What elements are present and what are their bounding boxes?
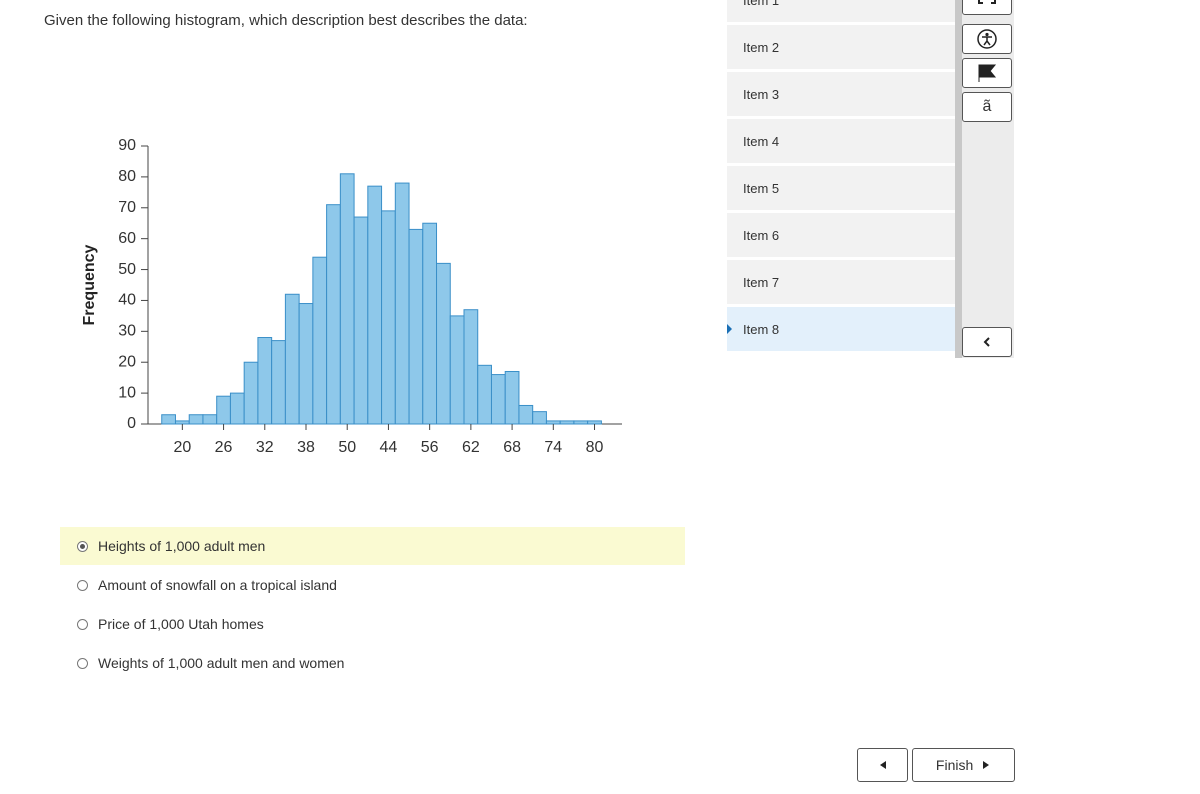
option-label: Price of 1,000 Utah homes — [98, 616, 264, 632]
previous-button[interactable] — [857, 748, 908, 782]
bar — [504, 370, 520, 425]
histogram: Frequency 0 10 20 30 40 50 60 70 80 90 20 26 32 38 50 4… — [81, 137, 622, 456]
item-link[interactable]: Item 1 — [727, 0, 955, 25]
finish-button[interactable]: Finish — [912, 748, 1015, 782]
bar — [339, 173, 355, 425]
bar — [422, 222, 438, 425]
translate-button[interactable]: ã — [962, 92, 1012, 122]
y-tick-label: 0 — [127, 415, 136, 432]
x-tick-label: 44 — [380, 439, 398, 456]
bar — [490, 374, 506, 425]
option-label: Amount of snowfall on a tropical island — [98, 577, 337, 593]
bar — [229, 392, 245, 425]
bar — [284, 293, 300, 425]
radio-button[interactable] — [77, 618, 88, 630]
collapse-button[interactable] — [962, 327, 1012, 357]
radio-button[interactable] — [77, 579, 88, 591]
question-text: Given the following histogram, which des… — [44, 12, 528, 29]
bar — [545, 420, 561, 425]
answer-option[interactable]: Heights of 1,000 adult men — [60, 527, 685, 565]
bar — [532, 411, 547, 425]
x-tick-label: 68 — [503, 439, 521, 456]
radio-button[interactable] — [77, 540, 88, 552]
bar — [381, 210, 396, 425]
bar — [587, 420, 602, 425]
left-arrow-icon — [879, 761, 886, 769]
bar — [243, 361, 259, 425]
bar — [559, 420, 575, 425]
item-link[interactable]: Item 7 — [727, 260, 955, 307]
answer-option[interactable]: Price of 1,000 Utah homes — [60, 605, 685, 643]
bar — [436, 262, 451, 425]
bar — [326, 204, 341, 425]
bar — [353, 216, 369, 425]
x-tick-label: 50 — [338, 439, 356, 456]
bar — [312, 256, 328, 425]
bar — [298, 303, 314, 425]
item-list: Item 1 Item 2 Item 3 Item 4 Item 5 Item 6 Item… — [727, 0, 955, 354]
item-link[interactable]: Item 6 — [727, 213, 955, 260]
y-tick-label: 60 — [118, 230, 136, 247]
bar — [408, 228, 424, 425]
expand-icon — [978, 0, 996, 4]
right-arrow-icon — [983, 761, 990, 769]
bar — [174, 420, 190, 425]
item-link[interactable]: Item 2 — [727, 25, 955, 72]
x-tick-label: 74 — [544, 439, 562, 456]
y-tick-label: 70 — [118, 199, 136, 216]
bar — [449, 315, 465, 425]
item-link[interactable]: Item 3 — [727, 72, 955, 119]
bar — [188, 414, 204, 425]
x-tick-label: 80 — [586, 439, 604, 456]
y-tick-label: 50 — [118, 261, 136, 278]
bar — [271, 340, 286, 425]
chevron-left-icon — [983, 337, 990, 347]
x-tick-label: 62 — [462, 439, 480, 456]
option-label: Heights of 1,000 adult men — [98, 538, 266, 554]
x-tick-label: 20 — [173, 439, 191, 456]
bar — [518, 404, 534, 425]
y-tick-label: 20 — [118, 353, 136, 370]
flag-icon — [978, 64, 997, 82]
item-link[interactable]: Item 4 — [727, 119, 955, 166]
scroll-track — [955, 0, 962, 358]
item-link[interactable]: Item 5 — [727, 166, 955, 213]
bar — [394, 182, 410, 425]
y-tick-label: 40 — [118, 292, 136, 309]
flag-button[interactable] — [962, 58, 1012, 88]
y-tick-label: 30 — [118, 323, 136, 340]
bar — [573, 420, 589, 425]
x-tick-label: 56 — [421, 439, 439, 456]
option-label: Weights of 1,000 adult men and women — [98, 655, 345, 671]
x-tick-label: 32 — [256, 439, 274, 456]
y-tick-label: 90 — [118, 137, 136, 154]
bar — [202, 414, 218, 425]
accessibility-icon — [977, 29, 997, 49]
finish-label: Finish — [935, 757, 974, 773]
bar — [257, 337, 273, 425]
bar — [463, 309, 479, 425]
radio-button[interactable] — [77, 657, 88, 669]
bar — [477, 364, 492, 425]
answer-option[interactable]: Weights of 1,000 adult men and women — [60, 644, 685, 682]
y-tick-label: 10 — [118, 384, 136, 401]
item-link[interactable]: Item 8 — [727, 307, 955, 354]
x-tick-label: 26 — [215, 439, 233, 456]
x-tick-label: 38 — [297, 439, 315, 456]
bar — [161, 414, 176, 425]
y-tick-label: 80 — [118, 168, 136, 185]
accessibility-button[interactable] — [962, 24, 1012, 54]
bar — [367, 185, 383, 425]
expand-button[interactable] — [962, 0, 1012, 15]
y-axis-label: Frequency — [81, 244, 98, 325]
answer-option[interactable]: Amount of snowfall on a tropical island — [60, 566, 685, 604]
bar — [216, 395, 231, 425]
